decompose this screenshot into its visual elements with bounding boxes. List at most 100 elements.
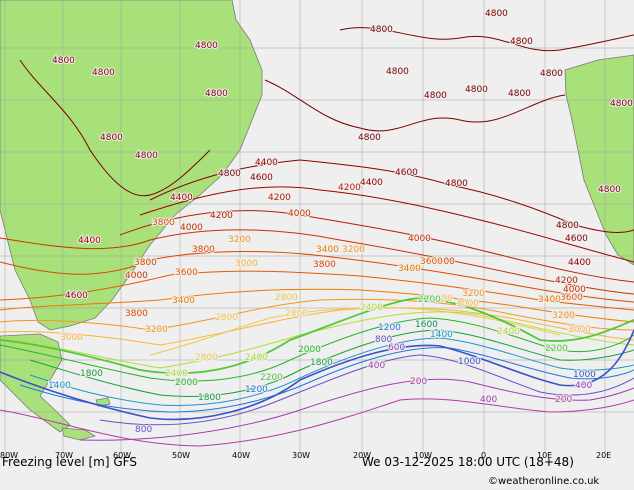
contour-2200 — [0, 297, 634, 375]
contour-label: 4600 — [250, 173, 273, 183]
contour-label: 3800 — [134, 258, 157, 268]
africa-landmass — [564, 54, 634, 266]
lon-label: 70W — [55, 451, 73, 460]
contour-label: 1000 — [573, 370, 596, 380]
contour-label: 1800 — [310, 358, 333, 368]
southern-cone-landmass — [0, 333, 71, 433]
contour-label: 3200 — [228, 235, 251, 245]
contour-label: 2800 — [430, 294, 453, 304]
contour-label: 4800 — [195, 41, 218, 51]
contour-label: 4800 — [556, 221, 579, 231]
lon-label: 0 — [481, 451, 486, 460]
contour-label: 3000 — [60, 333, 83, 343]
contour-label: 4800 — [598, 185, 621, 195]
contour-label: 4800 — [465, 85, 488, 95]
credit-text: ©weatheronline.co.uk — [488, 476, 599, 487]
contour-label: 4400 — [568, 258, 591, 268]
contour-label: 3600 — [175, 268, 198, 278]
lon-label: 10E — [537, 451, 552, 460]
contour-4400 — [139, 186, 634, 263]
contour-label: 4400 — [360, 178, 383, 188]
contour-4800-mid — [264, 79, 566, 132]
contour-label: 3400 — [316, 245, 339, 255]
contour-label: 4400 — [255, 158, 278, 168]
contour-lines — [0, 27, 634, 447]
contour-label: 2400 — [360, 303, 383, 313]
contour-label: 4600 — [65, 291, 88, 301]
contour-3200 — [0, 298, 634, 331]
contour-label: 4400 — [170, 193, 193, 203]
contour-label: 4600 — [565, 234, 588, 244]
contour-label: 4600 — [395, 168, 418, 178]
longitude-axis: 80W 70W 60W 50W 40W 30W 20W 10W 0 10E 20… — [0, 451, 611, 460]
contour-label: 1200 — [378, 323, 401, 333]
contour-label: 3800 — [313, 260, 336, 270]
contour-label: 200 — [410, 377, 427, 387]
contour-label: 4800 — [445, 179, 468, 189]
tierra-del-fuego — [61, 427, 97, 441]
contour-label: 1400 — [430, 330, 453, 340]
contour-label: 3400 — [398, 264, 421, 274]
contour-label: 4800 — [205, 89, 228, 99]
contour-label: 4000 — [408, 234, 431, 244]
contour-label: 4800 — [52, 56, 75, 66]
contour-label: 2200 — [418, 295, 441, 305]
contour-label: 4800 — [610, 99, 633, 109]
contour-label: 2800 — [195, 353, 218, 363]
contour-3800 — [0, 251, 634, 303]
contour-800 — [99, 354, 634, 426]
contour-2400 — [0, 311, 634, 369]
contour-label: 3200 — [462, 289, 485, 299]
contour-2000 — [0, 317, 634, 382]
contour-label: 2200 — [545, 344, 568, 354]
contour-label: 3200 — [342, 245, 365, 255]
contour-label: 4400 — [78, 236, 101, 246]
contour-label: 2400 — [245, 353, 268, 363]
contour-label: 2800 — [275, 293, 298, 303]
contour-label: 3200 — [552, 311, 575, 321]
contour-label: 4800 — [424, 91, 447, 101]
contour-labels: 4800 4800 4800 4800 4800 4800 4800 4800 … — [47, 8, 634, 436]
contour-label: 4800 — [485, 9, 508, 19]
graticule — [0, 0, 634, 452]
contour-label: 4800 — [510, 37, 533, 47]
contour-label: 4200 — [555, 276, 578, 286]
lon-label: 40W — [232, 451, 250, 460]
contour-4200 — [119, 210, 634, 283]
contour-label: 3400 — [172, 296, 195, 306]
contour-label: 1800 — [198, 393, 221, 403]
contour-label: 4800 — [370, 25, 393, 35]
contour-label: 3600 — [560, 293, 583, 303]
contour-label: 4800 — [92, 68, 115, 78]
contour-1000 — [0, 329, 634, 421]
contour-4800-north — [339, 27, 634, 52]
contour-1800 — [29, 329, 634, 397]
contour-label: 3800 — [192, 245, 215, 255]
contour-label: 4000 — [288, 209, 311, 219]
contour-label: 200 — [555, 395, 572, 405]
contour-label: 400 — [575, 381, 592, 391]
contour-1200 — [19, 347, 634, 413]
contour-1400 — [29, 337, 634, 406]
map-title: Freezing level [m] GFS — [2, 455, 137, 469]
contour-label: 3000 — [456, 299, 479, 309]
contour-label: 1800 — [80, 369, 103, 379]
contour-label: 4800 — [135, 151, 158, 161]
contour-label: 4800 — [508, 89, 531, 99]
contour-label: 3200 — [145, 325, 168, 335]
map-datetime: We 03-12-2025 18:00 UTC (18+48) — [362, 455, 574, 469]
lon-label: 10W — [414, 451, 432, 460]
lon-label: 50W — [172, 451, 190, 460]
lon-label: 20W — [353, 451, 371, 460]
contour-4600 — [149, 159, 634, 233]
contour-label: 3800 — [432, 257, 455, 267]
contour-label: 4200 — [210, 211, 233, 221]
contour-label: 4000 — [563, 285, 586, 295]
lon-label: 80W — [0, 451, 18, 460]
contour-label: 1400 — [48, 381, 71, 391]
contour-3400 — [0, 288, 634, 323]
contour-label: 2400 — [165, 369, 188, 379]
contour-label: 2000 — [298, 345, 321, 355]
contour-label: 4000 — [180, 223, 203, 233]
